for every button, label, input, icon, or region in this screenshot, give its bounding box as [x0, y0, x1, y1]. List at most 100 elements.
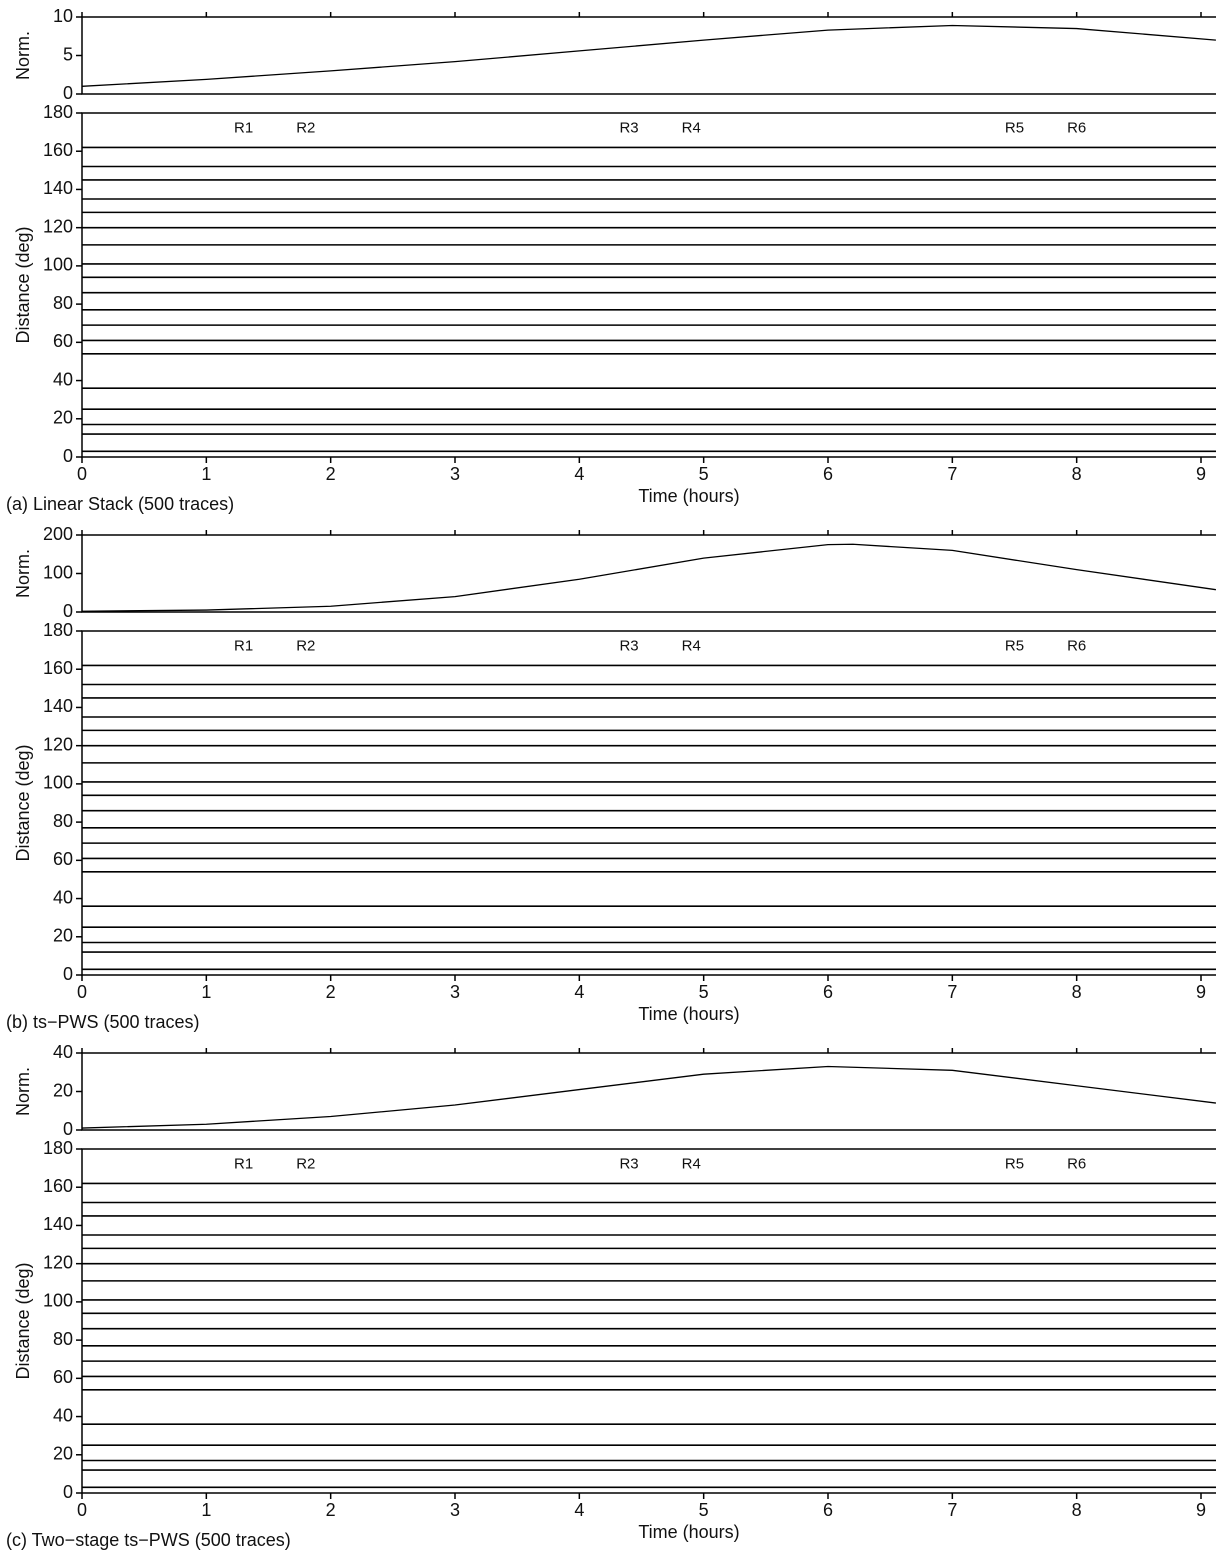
y-tick-label: 160 — [43, 658, 73, 678]
phase-label: R1 — [234, 119, 253, 136]
norm-frame — [81, 534, 1216, 613]
phase-label: R4 — [682, 637, 701, 654]
x-tick-label: 6 — [823, 464, 833, 484]
x-tick-label: 5 — [699, 464, 709, 484]
x-tick-label: 4 — [574, 464, 584, 484]
y-tick-label: 0 — [63, 1482, 73, 1502]
phase-label: R4 — [682, 1155, 701, 1172]
y-tick-label: 40 — [53, 1405, 73, 1425]
phase-label: R1 — [234, 1155, 253, 1172]
y-tick-label: 20 — [53, 1444, 73, 1464]
phase-label: R6 — [1067, 119, 1086, 136]
x-tick-label: 1 — [201, 464, 211, 484]
x-tick-label: 2 — [326, 464, 336, 484]
phase-label: R6 — [1067, 1155, 1086, 1172]
x-tick-label: 2 — [326, 1500, 336, 1520]
x-tick-label: 1 — [201, 1500, 211, 1520]
y-tick-label: 160 — [43, 1176, 73, 1196]
y-axis-label: Norm. — [13, 549, 33, 598]
y-tick-label: 60 — [53, 331, 73, 351]
x-tick-label: 6 — [823, 1500, 833, 1520]
x-tick-label: 7 — [947, 982, 957, 1002]
phase-label: R4 — [682, 119, 701, 136]
y-tick-label: 180 — [43, 102, 73, 122]
y-axis-label: Norm. — [13, 31, 33, 80]
y-tick-label: 0 — [63, 446, 73, 466]
norm-curve — [81, 24, 1216, 87]
norm-curve — [81, 1065, 1216, 1129]
x-tick-label: 3 — [450, 1500, 460, 1520]
phase-label: R2 — [296, 637, 315, 654]
x-axis-label: Time (hours) — [638, 1522, 739, 1542]
y-axis-label: Norm. — [13, 1067, 33, 1116]
x-tick-label: 1 — [201, 982, 211, 1002]
x-tick-label: 4 — [574, 982, 584, 1002]
y-tick-label: 140 — [43, 696, 73, 716]
x-tick-label: 0 — [77, 1500, 87, 1520]
x-tick-label: 9 — [1196, 1500, 1206, 1520]
x-tick-label: 9 — [1196, 464, 1206, 484]
x-tick-label: 5 — [699, 1500, 709, 1520]
y-tick-label: 40 — [53, 887, 73, 907]
x-tick-label: 0 — [77, 464, 87, 484]
x-tick-label: 3 — [450, 982, 460, 1002]
y-tick-label: 20 — [53, 926, 73, 946]
phase-label: R5 — [1005, 637, 1024, 654]
x-tick-label: 8 — [1072, 982, 1082, 1002]
y-tick-label: 180 — [43, 620, 73, 640]
y-tick-label: 80 — [53, 1329, 73, 1349]
panel-caption: (a) Linear Stack (500 traces) — [6, 494, 234, 514]
section-frame — [81, 1148, 1216, 1494]
y-tick-label: 140 — [43, 1214, 73, 1234]
y-tick-label: 40 — [53, 1042, 73, 1062]
panel-caption: (c) Two−stage ts−PWS (500 traces) — [6, 1530, 291, 1550]
phase-label: R2 — [296, 119, 315, 136]
x-axis-label: Time (hours) — [638, 1004, 739, 1024]
y-tick-label: 0 — [63, 964, 73, 984]
y-tick-label: 0 — [63, 83, 73, 103]
x-tick-label: 6 — [823, 982, 833, 1002]
y-tick-label: 0 — [63, 601, 73, 621]
phase-label: R3 — [619, 1155, 638, 1172]
y-tick-label: 120 — [43, 1252, 73, 1272]
y-tick-label: 60 — [53, 849, 73, 869]
phase-label: R2 — [296, 1155, 315, 1172]
x-tick-label: 2 — [326, 982, 336, 1002]
x-tick-label: 7 — [947, 464, 957, 484]
y-tick-label: 160 — [43, 140, 73, 160]
y-tick-label: 100 — [43, 773, 73, 793]
y-tick-label: 100 — [43, 1291, 73, 1311]
y-tick-label: 200 — [43, 524, 73, 544]
x-tick-label: 5 — [699, 982, 709, 1002]
phase-label: R5 — [1005, 1155, 1024, 1172]
section-frame — [81, 112, 1216, 458]
phase-label: R3 — [619, 637, 638, 654]
y-axis-label: Distance (deg) — [13, 1262, 33, 1379]
y-tick-label: 60 — [53, 1367, 73, 1387]
x-tick-label: 9 — [1196, 982, 1206, 1002]
x-tick-label: 7 — [947, 1500, 957, 1520]
y-axis-label: Distance (deg) — [13, 744, 33, 861]
y-tick-label: 10 — [53, 6, 73, 26]
phase-label: R5 — [1005, 119, 1024, 136]
y-tick-label: 80 — [53, 293, 73, 313]
y-tick-label: 40 — [53, 369, 73, 389]
phase-label: R6 — [1067, 637, 1086, 654]
x-tick-label: 8 — [1072, 1500, 1082, 1520]
section-frame — [81, 630, 1216, 976]
y-tick-label: 0 — [63, 1119, 73, 1139]
x-tick-label: 3 — [450, 464, 460, 484]
y-tick-label: 5 — [63, 44, 73, 64]
panel-caption: (b) ts−PWS (500 traces) — [6, 1012, 200, 1032]
norm-frame — [81, 1052, 1216, 1131]
y-tick-label: 120 — [43, 734, 73, 754]
y-axis-label: Distance (deg) — [13, 226, 33, 343]
y-tick-label: 140 — [43, 178, 73, 198]
y-tick-label: 180 — [43, 1138, 73, 1158]
y-tick-label: 20 — [53, 408, 73, 428]
y-tick-label: 20 — [53, 1080, 73, 1100]
y-tick-label: 100 — [43, 255, 73, 275]
y-tick-label: 120 — [43, 216, 73, 236]
x-tick-label: 4 — [574, 1500, 584, 1520]
